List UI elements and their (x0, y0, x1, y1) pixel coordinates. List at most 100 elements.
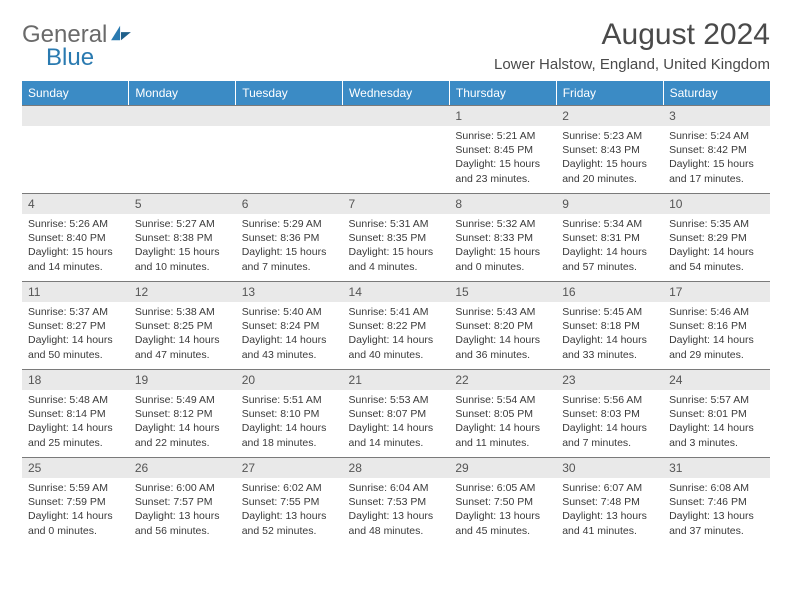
sunset-line: Sunset: 8:16 PM (669, 319, 764, 333)
calendar-week-row: 4Sunrise: 5:26 AMSunset: 8:40 PMDaylight… (22, 193, 770, 281)
sunset-line: Sunset: 8:45 PM (455, 143, 550, 157)
day-header: Tuesday (236, 81, 343, 105)
calendar-cell: 19Sunrise: 5:49 AMSunset: 8:12 PMDayligh… (129, 369, 236, 457)
calendar-cell: 21Sunrise: 5:53 AMSunset: 8:07 PMDayligh… (343, 369, 450, 457)
day-content: Sunrise: 5:35 AMSunset: 8:29 PMDaylight:… (663, 214, 770, 278)
day-content: Sunrise: 5:45 AMSunset: 8:18 PMDaylight:… (556, 302, 663, 366)
sunrise-line: Sunrise: 5:40 AM (242, 305, 337, 319)
sunset-line: Sunset: 8:03 PM (562, 407, 657, 421)
day-content: Sunrise: 5:34 AMSunset: 8:31 PMDaylight:… (556, 214, 663, 278)
calendar-cell: 16Sunrise: 5:45 AMSunset: 8:18 PMDayligh… (556, 281, 663, 369)
sunset-line: Sunset: 8:36 PM (242, 231, 337, 245)
day-content: Sunrise: 5:51 AMSunset: 8:10 PMDaylight:… (236, 390, 343, 454)
day-number: 10 (663, 193, 770, 214)
day-number: 26 (129, 457, 236, 478)
daylight-line: Daylight: 14 hours and 3 minutes. (669, 421, 764, 449)
calendar-cell: 22Sunrise: 5:54 AMSunset: 8:05 PMDayligh… (449, 369, 556, 457)
day-content: Sunrise: 5:59 AMSunset: 7:59 PMDaylight:… (22, 478, 129, 542)
day-number: 22 (449, 369, 556, 390)
day-number: 29 (449, 457, 556, 478)
day-content: Sunrise: 5:27 AMSunset: 8:38 PMDaylight:… (129, 214, 236, 278)
calendar-cell (343, 105, 450, 193)
daylight-line: Daylight: 13 hours and 37 minutes. (669, 509, 764, 537)
day-content: Sunrise: 6:00 AMSunset: 7:57 PMDaylight:… (129, 478, 236, 542)
daylight-line: Daylight: 15 hours and 7 minutes. (242, 245, 337, 273)
sunset-line: Sunset: 8:07 PM (349, 407, 444, 421)
daylight-line: Daylight: 14 hours and 36 minutes. (455, 333, 550, 361)
title-block: August 2024 Lower Halstow, England, Unit… (494, 18, 770, 73)
sunset-line: Sunset: 7:57 PM (135, 495, 230, 509)
day-content: Sunrise: 5:24 AMSunset: 8:42 PMDaylight:… (663, 126, 770, 190)
day-number: 9 (556, 193, 663, 214)
day-number: 2 (556, 105, 663, 126)
calendar-cell: 30Sunrise: 6:07 AMSunset: 7:48 PMDayligh… (556, 457, 663, 545)
day-content: Sunrise: 5:56 AMSunset: 8:03 PMDaylight:… (556, 390, 663, 454)
sunrise-line: Sunrise: 5:29 AM (242, 217, 337, 231)
day-content: Sunrise: 6:08 AMSunset: 7:46 PMDaylight:… (663, 478, 770, 542)
day-number (236, 105, 343, 126)
day-header: Thursday (449, 81, 556, 105)
sunrise-line: Sunrise: 5:31 AM (349, 217, 444, 231)
sunrise-line: Sunrise: 5:41 AM (349, 305, 444, 319)
daylight-line: Daylight: 15 hours and 17 minutes. (669, 157, 764, 185)
calendar-cell: 4Sunrise: 5:26 AMSunset: 8:40 PMDaylight… (22, 193, 129, 281)
day-number (343, 105, 450, 126)
day-number: 12 (129, 281, 236, 302)
day-number: 3 (663, 105, 770, 126)
sunrise-line: Sunrise: 5:34 AM (562, 217, 657, 231)
calendar-cell: 15Sunrise: 5:43 AMSunset: 8:20 PMDayligh… (449, 281, 556, 369)
sunset-line: Sunset: 8:40 PM (28, 231, 123, 245)
calendar-cell: 24Sunrise: 5:57 AMSunset: 8:01 PMDayligh… (663, 369, 770, 457)
sunset-line: Sunset: 8:43 PM (562, 143, 657, 157)
sunrise-line: Sunrise: 5:54 AM (455, 393, 550, 407)
daylight-line: Daylight: 15 hours and 23 minutes. (455, 157, 550, 185)
daylight-line: Daylight: 14 hours and 0 minutes. (28, 509, 123, 537)
daylight-line: Daylight: 15 hours and 20 minutes. (562, 157, 657, 185)
calendar-table: SundayMondayTuesdayWednesdayThursdayFrid… (22, 81, 770, 545)
sunset-line: Sunset: 8:42 PM (669, 143, 764, 157)
day-content: Sunrise: 5:54 AMSunset: 8:05 PMDaylight:… (449, 390, 556, 454)
calendar-cell: 14Sunrise: 5:41 AMSunset: 8:22 PMDayligh… (343, 281, 450, 369)
day-number: 13 (236, 281, 343, 302)
day-number: 19 (129, 369, 236, 390)
day-number: 1 (449, 105, 556, 126)
sunset-line: Sunset: 8:38 PM (135, 231, 230, 245)
sunset-line: Sunset: 8:05 PM (455, 407, 550, 421)
day-number: 11 (22, 281, 129, 302)
sunset-line: Sunset: 8:12 PM (135, 407, 230, 421)
daylight-line: Daylight: 14 hours and 57 minutes. (562, 245, 657, 273)
day-number: 31 (663, 457, 770, 478)
calendar-cell: 1Sunrise: 5:21 AMSunset: 8:45 PMDaylight… (449, 105, 556, 193)
day-number: 5 (129, 193, 236, 214)
sunrise-line: Sunrise: 6:07 AM (562, 481, 657, 495)
calendar-cell: 18Sunrise: 5:48 AMSunset: 8:14 PMDayligh… (22, 369, 129, 457)
sunrise-line: Sunrise: 6:05 AM (455, 481, 550, 495)
day-number (129, 105, 236, 126)
daylight-line: Daylight: 15 hours and 10 minutes. (135, 245, 230, 273)
day-content: Sunrise: 5:26 AMSunset: 8:40 PMDaylight:… (22, 214, 129, 278)
daylight-line: Daylight: 14 hours and 29 minutes. (669, 333, 764, 361)
sunset-line: Sunset: 8:18 PM (562, 319, 657, 333)
sunset-line: Sunset: 7:53 PM (349, 495, 444, 509)
sunset-line: Sunset: 8:20 PM (455, 319, 550, 333)
logo: GeneralBlue (22, 18, 133, 70)
sunrise-line: Sunrise: 5:48 AM (28, 393, 123, 407)
day-content: Sunrise: 6:04 AMSunset: 7:53 PMDaylight:… (343, 478, 450, 542)
calendar-cell: 8Sunrise: 5:32 AMSunset: 8:33 PMDaylight… (449, 193, 556, 281)
daylight-line: Daylight: 14 hours and 25 minutes. (28, 421, 123, 449)
sunset-line: Sunset: 8:25 PM (135, 319, 230, 333)
daylight-line: Daylight: 13 hours and 48 minutes. (349, 509, 444, 537)
daylight-line: Daylight: 15 hours and 14 minutes. (28, 245, 123, 273)
calendar-cell (236, 105, 343, 193)
calendar-cell: 11Sunrise: 5:37 AMSunset: 8:27 PMDayligh… (22, 281, 129, 369)
sunset-line: Sunset: 8:35 PM (349, 231, 444, 245)
sunrise-line: Sunrise: 6:02 AM (242, 481, 337, 495)
calendar-cell (129, 105, 236, 193)
sunset-line: Sunset: 7:59 PM (28, 495, 123, 509)
daylight-line: Daylight: 15 hours and 0 minutes. (455, 245, 550, 273)
sunrise-line: Sunrise: 5:24 AM (669, 129, 764, 143)
sunset-line: Sunset: 8:29 PM (669, 231, 764, 245)
sunset-line: Sunset: 7:46 PM (669, 495, 764, 509)
sunset-line: Sunset: 7:50 PM (455, 495, 550, 509)
sunrise-line: Sunrise: 6:08 AM (669, 481, 764, 495)
